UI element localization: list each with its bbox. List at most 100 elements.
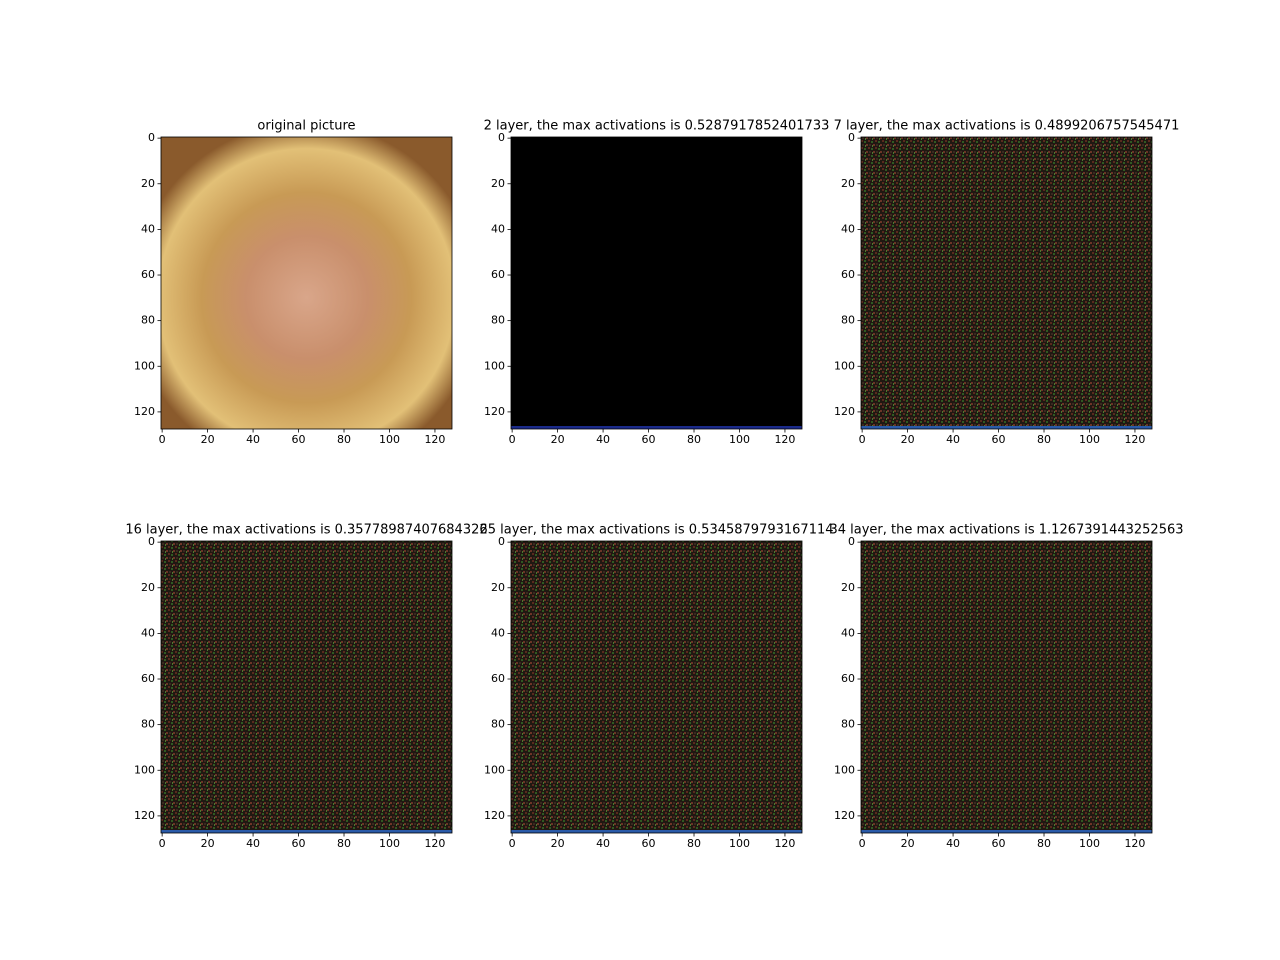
y-tick-label: 20 (841, 581, 855, 594)
image (161, 541, 452, 833)
x-tick-label: 100 (729, 433, 750, 446)
x-tick-label: 60 (642, 433, 656, 446)
x-tick-label: 120 (774, 837, 795, 850)
image-edge (161, 830, 452, 833)
y-tick-label: 40 (841, 626, 855, 639)
y-tick-label: 80 (141, 718, 155, 731)
y-tick-label: 0 (148, 535, 155, 548)
x-tick-label: 120 (424, 433, 445, 446)
y-tick-label: 120 (834, 809, 855, 822)
x-tick-label: 120 (424, 837, 445, 850)
y-tick-label: 40 (841, 222, 855, 235)
x-tick-label: 100 (379, 837, 400, 850)
y-tick-label: 120 (834, 405, 855, 418)
subplot-title: 34 layer, the max activations is 1.12673… (829, 523, 1183, 538)
x-tick-label: 20 (551, 433, 565, 446)
x-tick-label: 0 (159, 433, 166, 446)
x-tick-label: 0 (859, 837, 866, 850)
x-tick-label: 40 (246, 433, 260, 446)
y-tick-label: 40 (141, 222, 155, 235)
y-tick-label: 20 (841, 177, 855, 190)
x-tick-label: 100 (1079, 837, 1100, 850)
axes-frame (860, 540, 1153, 834)
y-tick-label: 60 (141, 672, 155, 685)
x-tick-label: 120 (1124, 433, 1145, 446)
y-tick-label: 20 (141, 581, 155, 594)
subplot: original picture 0 20 40 60 80 100 120 0 20 40 60 80… (134, 119, 453, 446)
y-tick-label: 80 (491, 314, 505, 327)
image (861, 541, 1152, 833)
y-tick-label: 120 (134, 405, 155, 418)
axes-frame (160, 540, 453, 834)
y-tick-label: 40 (491, 626, 505, 639)
x-tick-label: 0 (859, 433, 866, 446)
y-tick-label: 100 (834, 359, 855, 372)
x-tick-label: 60 (642, 837, 656, 850)
x-tick-label: 0 (509, 433, 516, 446)
y-tick-label: 100 (134, 359, 155, 372)
image-edge (511, 830, 802, 833)
x-tick-label: 60 (992, 433, 1006, 446)
y-tick-label: 40 (141, 626, 155, 639)
subplot-title: original picture (257, 119, 355, 134)
y-tick-label: 120 (484, 405, 505, 418)
y-tick-label: 0 (848, 535, 855, 548)
y-tick-label: 80 (841, 314, 855, 327)
y-tick-label: 60 (841, 672, 855, 685)
y-tick-label: 100 (834, 763, 855, 776)
x-tick-label: 80 (687, 433, 701, 446)
y-tick-label: 80 (491, 718, 505, 731)
x-tick-label: 60 (292, 837, 306, 850)
x-tick-label: 120 (774, 433, 795, 446)
image (511, 541, 802, 833)
x-tick-label: 60 (292, 433, 306, 446)
x-tick-label: 80 (337, 837, 351, 850)
y-tick-label: 0 (848, 131, 855, 144)
y-tick-label: 20 (491, 581, 505, 594)
image-edge (861, 830, 1152, 833)
subplot: 34 layer, the max activations is 1.12673… (829, 523, 1183, 851)
x-tick-label: 80 (337, 433, 351, 446)
y-tick-label: 40 (491, 222, 505, 235)
x-tick-label: 20 (901, 433, 915, 446)
y-tick-label: 0 (148, 131, 155, 144)
x-tick-label: 100 (729, 837, 750, 850)
x-tick-label: 80 (687, 837, 701, 850)
image-edge (861, 426, 1152, 429)
subplot: 16 layer, the max activations is 0.35778… (125, 523, 487, 851)
subplot-title: 2 layer, the max activations is 0.528791… (484, 119, 830, 134)
axes-frame (510, 136, 803, 430)
subplot: 7 layer, the max activations is 0.489920… (834, 119, 1180, 447)
x-tick-label: 20 (551, 837, 565, 850)
x-tick-label: 40 (596, 433, 610, 446)
y-tick-label: 80 (841, 718, 855, 731)
subplot-title: 16 layer, the max activations is 0.35778… (125, 523, 487, 538)
y-tick-label: 100 (484, 763, 505, 776)
y-tick-label: 120 (484, 809, 505, 822)
x-tick-label: 20 (901, 837, 915, 850)
subplot-title: 7 layer, the max activations is 0.489920… (834, 119, 1180, 134)
y-tick-label: 100 (484, 359, 505, 372)
y-tick-label: 60 (491, 672, 505, 685)
axes-frame (860, 136, 1153, 430)
image (161, 137, 452, 429)
x-tick-label: 40 (246, 837, 260, 850)
x-tick-label: 20 (201, 837, 215, 850)
image-edge (511, 426, 802, 429)
x-tick-label: 100 (379, 433, 400, 446)
x-tick-label: 0 (159, 837, 166, 850)
subplot: 25 layer, the max activations is 0.53458… (479, 523, 833, 851)
x-tick-label: 60 (992, 837, 1006, 850)
x-tick-label: 20 (201, 433, 215, 446)
x-tick-label: 80 (1037, 837, 1051, 850)
x-tick-label: 0 (509, 837, 516, 850)
y-tick-label: 60 (841, 268, 855, 281)
y-tick-label: 60 (141, 268, 155, 281)
x-tick-label: 40 (946, 433, 960, 446)
y-tick-label: 0 (498, 535, 505, 548)
subplot: 2 layer, the max activations is 0.528791… (484, 119, 830, 447)
y-tick-label: 20 (491, 177, 505, 190)
image (861, 137, 1152, 429)
x-tick-label: 80 (1037, 433, 1051, 446)
